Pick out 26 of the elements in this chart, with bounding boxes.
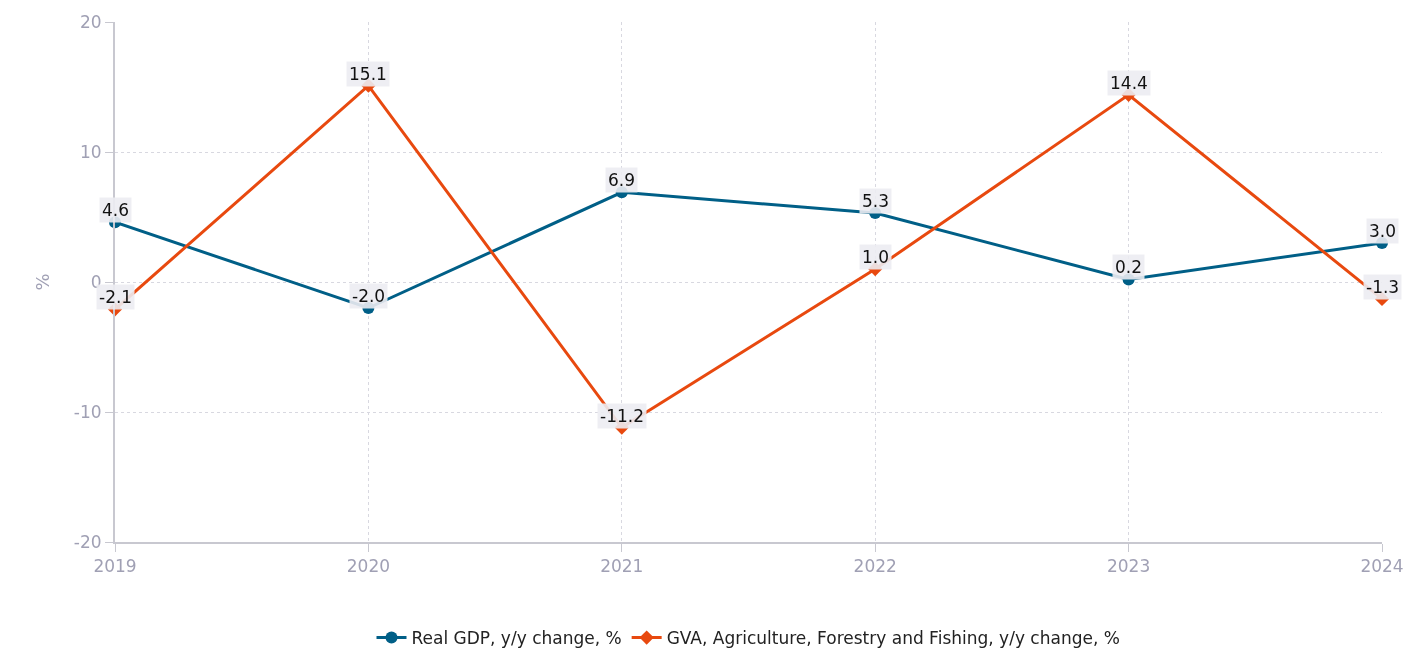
x-tick-label: 2024 bbox=[1360, 556, 1404, 577]
data-label: 4.6 bbox=[102, 200, 130, 220]
y-tick-label: -10 bbox=[73, 401, 102, 422]
y-axis-title: % bbox=[31, 273, 53, 291]
data-label: -1.3 bbox=[1366, 277, 1400, 297]
legend-label: GVA, Agriculture, Forestry and Fishing, y/y change, % bbox=[666, 628, 1120, 649]
data-label: 5.3 bbox=[862, 191, 890, 211]
x-tick-label: 2020 bbox=[346, 556, 391, 577]
y-tick-label: 10 bbox=[79, 141, 102, 162]
data-label: 3.0 bbox=[1369, 221, 1397, 241]
x-tick-label: 2019 bbox=[93, 556, 137, 577]
x-tick-label: 2022 bbox=[853, 556, 897, 577]
data-label: -2.0 bbox=[352, 286, 386, 306]
data-label: 14.4 bbox=[1110, 73, 1148, 93]
y-tick-label: 0 bbox=[90, 271, 102, 292]
data-label: -11.2 bbox=[600, 406, 644, 426]
y-tick-label: -20 bbox=[73, 531, 102, 552]
data-label: 0.2 bbox=[1115, 257, 1143, 277]
legend-label: Real GDP, y/y change, % bbox=[411, 628, 622, 649]
data-label: 6.9 bbox=[608, 170, 636, 190]
x-tick-label: 2021 bbox=[600, 556, 644, 577]
data-label: 15.1 bbox=[349, 64, 387, 84]
x-tick-label: 2023 bbox=[1106, 556, 1151, 577]
y-tick-label: 20 bbox=[79, 11, 102, 32]
data-label: -2.1 bbox=[99, 287, 133, 307]
data-label: 1.0 bbox=[862, 247, 890, 267]
